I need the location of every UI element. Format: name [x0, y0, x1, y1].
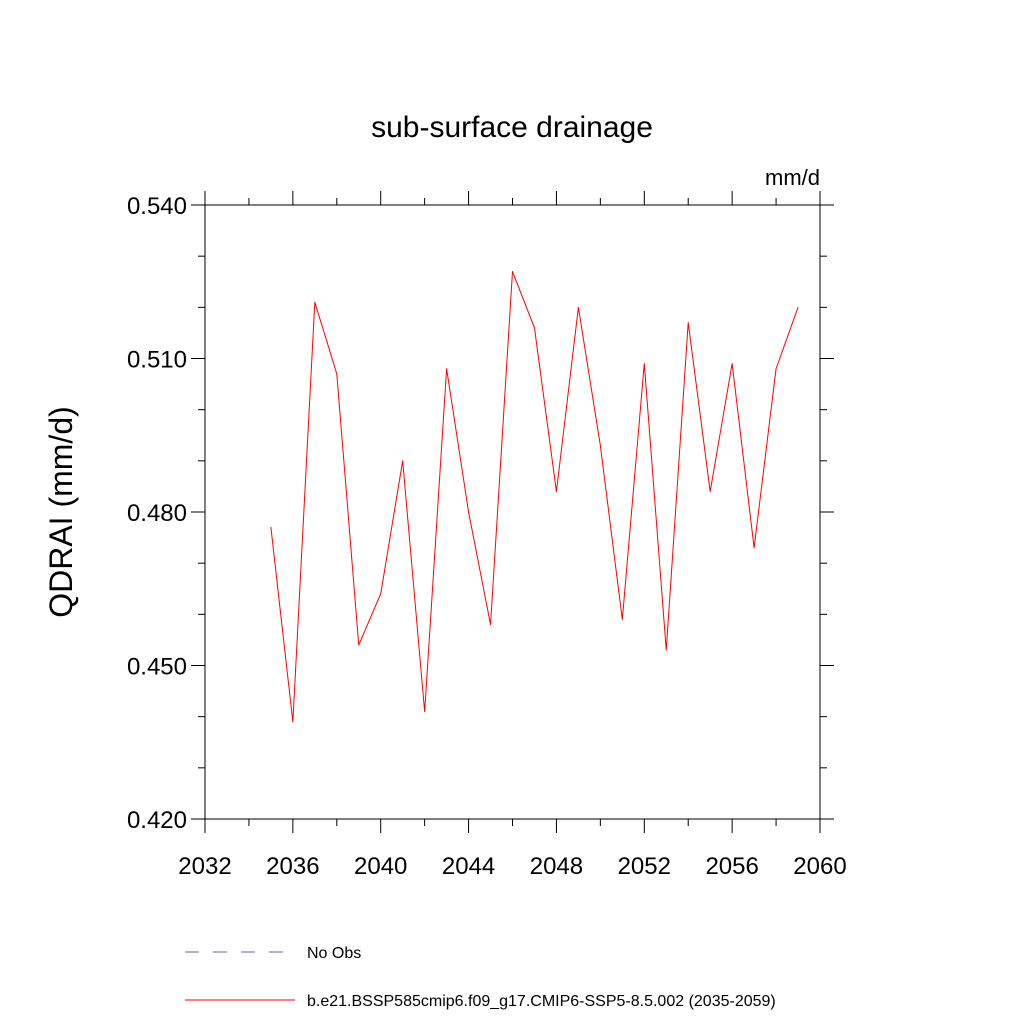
data-point [490, 624, 492, 626]
data-point [512, 271, 513, 273]
y-tick-label: 0.450 [127, 654, 187, 681]
data-point [358, 644, 360, 646]
data-point [533, 327, 535, 329]
data-point [424, 711, 426, 713]
legend-label-no-obs: No Obs [307, 945, 361, 962]
legend-label-series: b.e21.BSSP585cmip6.f09_g17.CMIP6-SSP5-8.… [307, 993, 776, 1010]
x-tick-label: 2048 [530, 853, 583, 880]
series-layer [270, 271, 799, 723]
y-tick-label: 0.540 [127, 193, 187, 220]
data-point [446, 368, 448, 370]
data-point [643, 363, 645, 365]
y-axis-label: QDRAI (mm/d) [43, 406, 79, 618]
data-point [402, 460, 404, 462]
y-tick-label: 0.480 [127, 500, 187, 527]
data-point [468, 511, 470, 513]
data-point [621, 618, 623, 620]
data-point [665, 649, 667, 651]
x-tick-label: 2040 [354, 853, 407, 880]
data-point [797, 306, 799, 308]
y-tick-label: 0.510 [127, 347, 187, 374]
data-point [270, 526, 272, 528]
y-axis-ticks: 0.420 0.450 0.480 0.510 0.540 [127, 193, 834, 834]
data-point [314, 301, 316, 303]
series-line-0 [270, 271, 799, 722]
data-point [709, 491, 711, 493]
data-point [599, 444, 601, 446]
x-tick-label: 2044 [442, 853, 495, 880]
units-label: mm/d [765, 165, 820, 190]
data-point [380, 593, 382, 595]
data-point [775, 368, 777, 370]
legend: No Obs b.e21.BSSP585cmip6.f09_g17.CMIP6-… [185, 945, 776, 1010]
x-tick-label: 2052 [618, 853, 671, 880]
y-tick-label: 0.420 [127, 807, 187, 834]
chart-title: sub-surface drainage [371, 111, 653, 144]
data-point [292, 721, 294, 723]
x-tick-label: 2032 [178, 853, 231, 880]
data-point [731, 363, 733, 365]
x-tick-label: 2060 [793, 853, 846, 880]
x-axis-ticks: 2032 2036 2040 2044 2048 2052 2056 2060 [178, 191, 847, 880]
data-point [336, 373, 338, 375]
data-point [753, 547, 755, 549]
x-tick-label: 2056 [705, 853, 758, 880]
data-point [555, 491, 557, 493]
x-tick-label: 2036 [266, 853, 319, 880]
data-point [687, 322, 689, 324]
plot-frame [204, 204, 821, 820]
data-point [577, 306, 579, 308]
